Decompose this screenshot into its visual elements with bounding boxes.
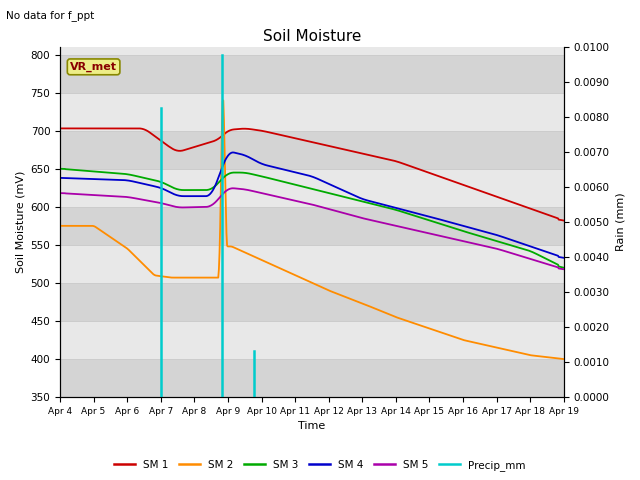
SM 5 bbox=[378, 220, 385, 226]
Text: No data for f_ppt: No data for f_ppt bbox=[6, 10, 95, 21]
SM 2 bbox=[349, 297, 357, 303]
SM 1 bbox=[560, 217, 568, 223]
SM 5 bbox=[363, 216, 371, 222]
SM 3 bbox=[56, 166, 64, 172]
SM 4 bbox=[56, 175, 64, 181]
SM 4 bbox=[378, 201, 385, 207]
Y-axis label: Rain (mm): Rain (mm) bbox=[615, 193, 625, 252]
SM 4 bbox=[87, 176, 95, 182]
SM 4 bbox=[349, 192, 357, 198]
SM 2 bbox=[56, 223, 64, 229]
SM 2 bbox=[439, 330, 447, 336]
SM 1 bbox=[362, 151, 370, 157]
SM 5 bbox=[229, 185, 237, 191]
Y-axis label: Soil Moisture (mV): Soil Moisture (mV) bbox=[15, 171, 25, 273]
Line: SM 1: SM 1 bbox=[60, 129, 564, 220]
SM 3 bbox=[377, 203, 385, 209]
SM 1 bbox=[87, 126, 95, 132]
Bar bbox=[60, 55, 564, 93]
SM 3 bbox=[490, 237, 497, 243]
Bar bbox=[60, 207, 564, 245]
SM 3 bbox=[349, 196, 356, 202]
Line: SM 4: SM 4 bbox=[60, 153, 564, 258]
SM 3 bbox=[438, 222, 446, 228]
SM 5 bbox=[490, 245, 498, 251]
Legend: SM 1, SM 2, SM 3, SM 4, SM 5, Precip_mm: SM 1, SM 2, SM 3, SM 4, SM 5, Precip_mm bbox=[110, 456, 530, 475]
SM 4 bbox=[439, 217, 447, 223]
SM 1 bbox=[56, 126, 64, 132]
SM 1 bbox=[490, 193, 497, 199]
SM 1 bbox=[349, 148, 356, 154]
SM 5 bbox=[87, 192, 95, 198]
SM 5 bbox=[56, 190, 64, 196]
Line: SM 2: SM 2 bbox=[60, 100, 564, 359]
SM 4 bbox=[229, 150, 237, 156]
SM 3 bbox=[87, 168, 95, 174]
Bar bbox=[60, 131, 564, 169]
SM 5 bbox=[560, 266, 568, 272]
SM 3 bbox=[560, 265, 568, 271]
SM 2 bbox=[378, 308, 385, 314]
Title: Soil Moisture: Soil Moisture bbox=[262, 29, 361, 44]
SM 4 bbox=[490, 231, 498, 237]
Line: SM 5: SM 5 bbox=[60, 188, 564, 269]
SM 2 bbox=[220, 97, 227, 103]
SM 3 bbox=[362, 199, 370, 205]
SM 2 bbox=[560, 356, 568, 362]
Text: VR_met: VR_met bbox=[70, 62, 117, 72]
SM 2 bbox=[363, 302, 371, 308]
SM 4 bbox=[363, 197, 371, 203]
SM 5 bbox=[349, 213, 357, 218]
SM 1 bbox=[377, 155, 385, 161]
Line: SM 3: SM 3 bbox=[60, 169, 564, 268]
Bar bbox=[60, 283, 564, 321]
SM 1 bbox=[438, 175, 446, 180]
Bar bbox=[60, 359, 564, 397]
SM 2 bbox=[490, 344, 498, 350]
SM 5 bbox=[439, 233, 447, 239]
X-axis label: Time: Time bbox=[298, 421, 326, 432]
SM 4 bbox=[560, 255, 568, 261]
SM 2 bbox=[87, 223, 95, 229]
